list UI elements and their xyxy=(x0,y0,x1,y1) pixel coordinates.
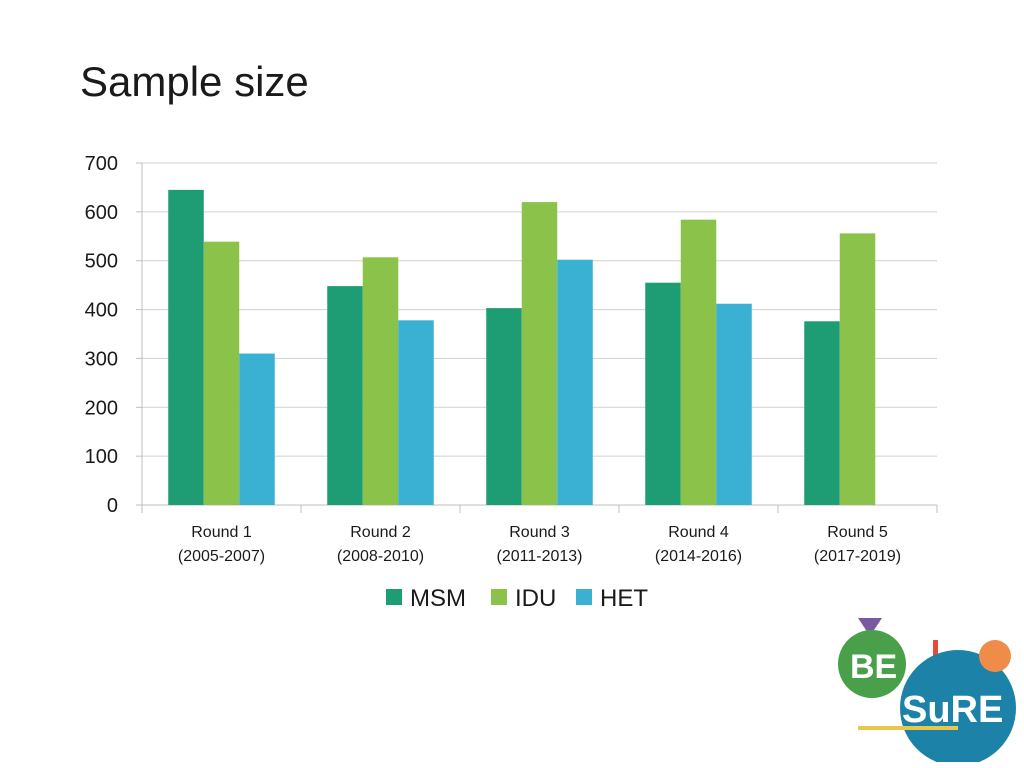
bar-het xyxy=(716,303,752,505)
x-category-label: Round 1 xyxy=(191,524,252,541)
slide-title: Sample size xyxy=(80,58,309,105)
logo-be-circle xyxy=(838,630,906,698)
legend-swatch-het xyxy=(576,589,592,605)
bar-idu xyxy=(521,202,558,506)
bar-idu xyxy=(203,241,240,505)
bar-idu xyxy=(839,233,876,505)
y-tick-label: 200 xyxy=(85,397,118,419)
y-tick-label: 100 xyxy=(85,446,118,468)
logo-underline xyxy=(858,726,958,730)
logo-sure-circle xyxy=(900,650,1016,762)
logo-sure-text: SuRE xyxy=(902,689,1003,731)
logo-be-text: BE xyxy=(850,648,897,686)
y-tick-label: 0 xyxy=(107,495,118,517)
bar-msm xyxy=(645,282,681,505)
x-category-label: Round 3 xyxy=(509,524,570,541)
x-category-label: Round 5 xyxy=(827,524,888,541)
legend-swatch-idu xyxy=(491,589,507,605)
x-category-label: (2017-2019) xyxy=(814,548,901,565)
besure-logo: BE SuRE xyxy=(838,618,1016,762)
y-tick-label: 500 xyxy=(85,251,118,273)
bar-het xyxy=(239,353,275,505)
bars xyxy=(168,189,876,506)
bar-msm xyxy=(327,286,363,505)
y-tick-label: 300 xyxy=(85,348,118,370)
bar-idu xyxy=(680,219,717,505)
legend: MSM IDU HET xyxy=(386,585,648,612)
y-tick-label: 600 xyxy=(85,202,118,224)
bar-msm xyxy=(486,308,522,505)
bar-chart: 0 100 200 300 400 500 600 700 Round 1 (2005-2007… xyxy=(85,153,938,612)
x-category-label: (2011-2013) xyxy=(497,548,583,565)
bar-msm xyxy=(804,321,840,505)
bar-idu xyxy=(362,257,399,505)
x-category-label: (2014-2016) xyxy=(655,548,742,565)
legend-label-idu: IDU xyxy=(515,585,556,612)
x-category-label: Round 2 xyxy=(350,524,411,541)
logo-triangle xyxy=(858,618,882,636)
legend-label-het: HET xyxy=(600,585,648,612)
category-labels: Round 1 (2005-2007) Round 2 (2008-2010) Roun… xyxy=(178,524,901,565)
legend-swatch-msm xyxy=(386,589,402,605)
y-axis-ticks: 0 100 200 300 400 500 600 700 xyxy=(85,153,143,517)
bar-het xyxy=(557,259,593,505)
x-category-label: (2008-2010) xyxy=(337,548,424,565)
legend-label-msm: MSM xyxy=(410,585,466,612)
y-tick-label: 400 xyxy=(85,300,118,322)
x-axis xyxy=(141,505,938,513)
x-category-label: (2005-2007) xyxy=(178,548,265,565)
bar-het xyxy=(398,320,434,505)
y-tick-label: 700 xyxy=(85,153,118,175)
logo-tick xyxy=(933,640,938,660)
x-category-label: Round 4 xyxy=(668,524,729,541)
logo-orange-dot xyxy=(979,640,1011,672)
bar-msm xyxy=(168,189,204,505)
